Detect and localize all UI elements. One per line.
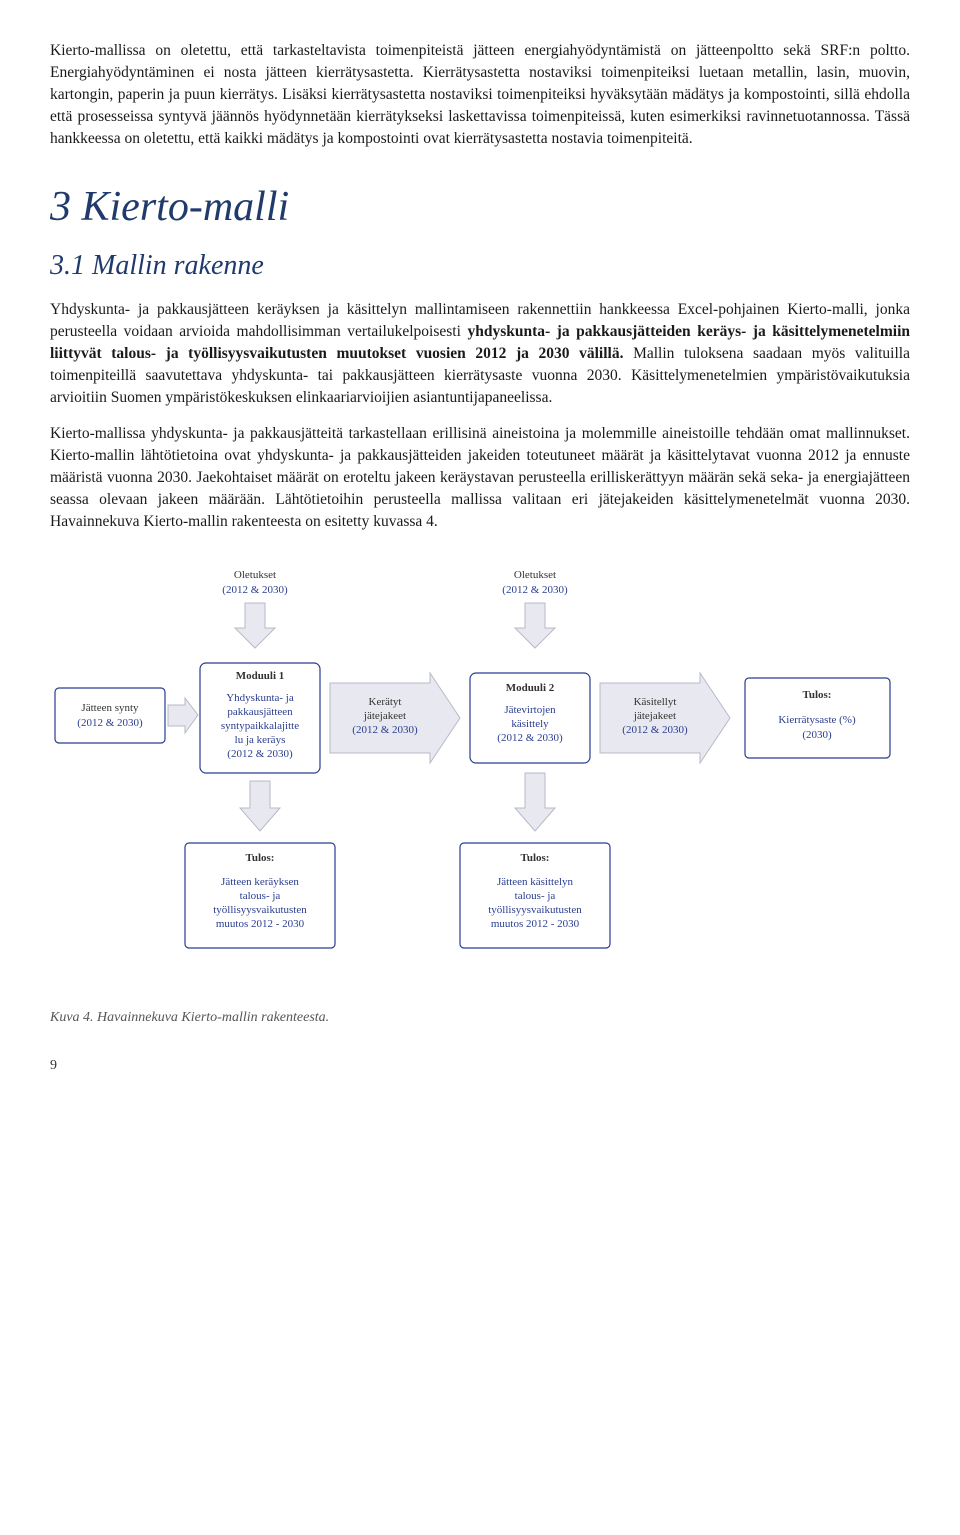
keratyt-l2: jätejakeet bbox=[363, 710, 406, 722]
oletukset1-l2: (2012 & 2030) bbox=[222, 584, 288, 596]
tulos2-l4: muutos 2012 - 2030 bbox=[491, 918, 580, 930]
arrow-down-1 bbox=[235, 603, 275, 648]
oletukset1-l1: Oletukset bbox=[234, 569, 276, 581]
mod2-l2: käsittely bbox=[511, 718, 549, 730]
figure-caption-4: Kuva 4. Havainnekuva Kierto-mallin raken… bbox=[50, 1008, 910, 1028]
body-paragraph-1: Kierto-mallissa on oletettu, että tarkas… bbox=[50, 40, 910, 150]
kasitellyt-l2: jätejakeet bbox=[633, 710, 676, 722]
kasitellyt-l3: (2012 & 2030) bbox=[622, 724, 688, 736]
box-jatteen-synty bbox=[55, 688, 165, 743]
jatteen-l2: (2012 & 2030) bbox=[77, 717, 143, 729]
tulos-r-t: Tulos: bbox=[803, 689, 832, 701]
tulos1-l3: työllisyysvaikutusten bbox=[213, 904, 307, 916]
tulos2-t: Tulos: bbox=[521, 852, 550, 864]
section-heading-3-1: 3.1 Mallin rakenne bbox=[50, 246, 910, 286]
section-heading-3: 3 Kierto-malli bbox=[50, 178, 910, 238]
tulos1-l2: talous- ja bbox=[240, 890, 281, 902]
mod1-l1: Yhdyskunta- ja bbox=[226, 692, 294, 704]
arrow-down-mod1 bbox=[240, 781, 280, 831]
mod2-l3: (2012 & 2030) bbox=[497, 732, 563, 744]
keratyt-l3: (2012 & 2030) bbox=[352, 724, 418, 736]
kasitellyt-l1: Käsitellyt bbox=[634, 696, 677, 708]
tulos2-l1: Jätteen käsittelyn bbox=[497, 876, 574, 888]
flowchart-kierto-malli: Oletukset (2012 & 2030) Oletukset (2012 … bbox=[50, 563, 910, 990]
mod1-l5: (2012 & 2030) bbox=[227, 748, 293, 760]
mod1-t: Moduuli 1 bbox=[236, 670, 285, 682]
mod2-l1: Jätevirtojen bbox=[504, 704, 556, 716]
arrow-down-mod2 bbox=[515, 773, 555, 831]
page-number: 9 bbox=[50, 1056, 910, 1076]
keratyt-l1: Kerätyt bbox=[369, 696, 402, 708]
tulos1-t: Tulos: bbox=[246, 852, 275, 864]
tulos2-l2: talous- ja bbox=[515, 890, 556, 902]
oletukset2-l1: Oletukset bbox=[514, 569, 556, 581]
mod1-l2: pakkausjätteen bbox=[227, 706, 293, 718]
tulos-r-l1: Kierrätysaste (%) bbox=[778, 714, 856, 726]
tulos1-l4: muutos 2012 - 2030 bbox=[216, 918, 305, 930]
tulos1-l1: Jätteen keräyksen bbox=[221, 876, 299, 888]
mod2-t: Moduuli 2 bbox=[506, 682, 555, 694]
body-paragraph-2: Yhdyskunta- ja pakkausjätteen keräyksen … bbox=[50, 299, 910, 409]
tulos-r-l2: (2030) bbox=[802, 729, 832, 741]
body-paragraph-3: Kierto-mallissa yhdyskunta- ja pakkausjä… bbox=[50, 423, 910, 533]
mod1-l3: syntypaikkalajitte bbox=[221, 720, 299, 732]
tulos2-l3: työllisyysvaikutusten bbox=[488, 904, 582, 916]
mod1-l4: lu ja keräys bbox=[235, 734, 286, 746]
oletukset2-l2: (2012 & 2030) bbox=[502, 584, 568, 596]
arrow-right-1 bbox=[168, 698, 198, 733]
arrow-down-2 bbox=[515, 603, 555, 648]
jatteen-l1: Jätteen synty bbox=[81, 702, 139, 714]
